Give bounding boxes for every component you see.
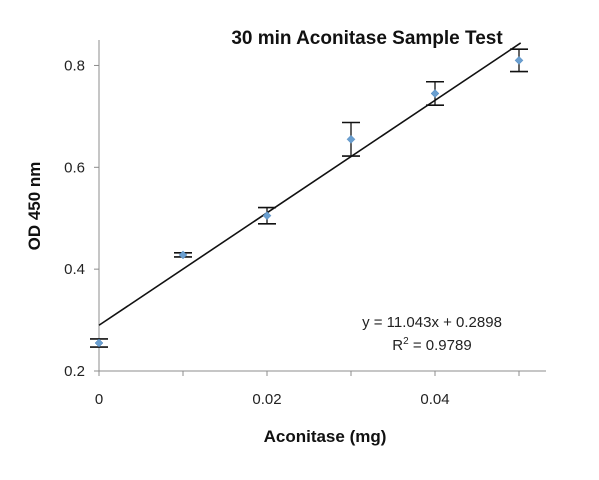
data-point [94,338,104,348]
trend-equation: y = 11.043x + 0.2898 [362,314,502,331]
y-ticks: 0.2 0.4 0.6 0.8 [64,57,99,380]
trendline-group [98,42,522,326]
r-squared-r: R [392,337,403,354]
data-point [178,250,188,260]
r-squared-value: = 0.9789 [409,337,472,354]
chart-title: 30 min Aconitase Sample Test [231,28,503,49]
x-axis-title: Aconitase (mg) [264,427,387,446]
data-points [90,48,528,348]
data-point [262,211,272,221]
y-tick-label: 0.6 [64,159,85,176]
r-squared-sup: 2 [403,336,409,347]
y-tick-label: 0.4 [64,261,85,278]
data-point [514,56,524,65]
r-squared-label: R2 = 0.9789 [392,336,471,354]
x-ticks: 0 0.02 0.04 [95,371,520,408]
x-tick-label: 0.04 [420,391,449,408]
y-tick-label: 0.8 [64,57,85,74]
trendline [98,42,522,326]
data-point [430,89,440,98]
y-axis-title: OD 450 nm [25,162,44,251]
y-tick-label: 0.2 [64,363,85,380]
x-tick-label: 0.02 [252,391,281,408]
data-point [346,134,356,144]
x-tick-label: 0 [95,391,103,408]
